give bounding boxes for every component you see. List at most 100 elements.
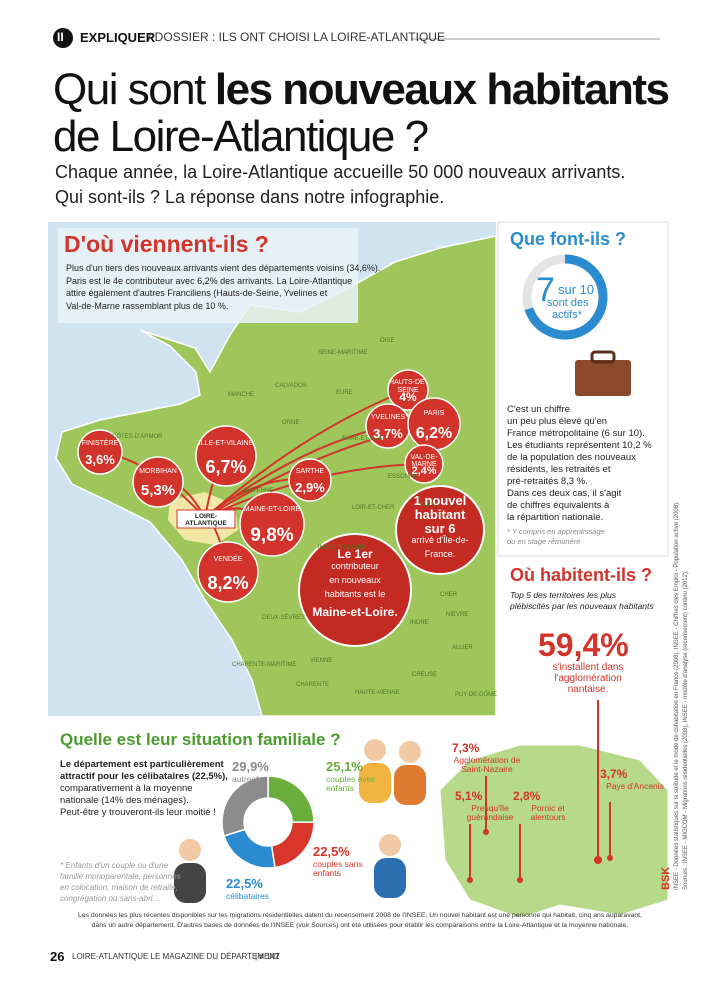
breadcrumb: / DOSSIER : ILS ONT CHOISI LA LOIRE-ATLA… bbox=[148, 30, 445, 44]
department-share: 3,6% bbox=[85, 452, 115, 468]
segment-value: 22,5% bbox=[226, 876, 263, 891]
paragraph-line: Peut-être y trouveront-ils leur moitié ! bbox=[60, 807, 216, 818]
department-name: ILLE-ET-VILAINE bbox=[198, 439, 254, 447]
map-label: CHER bbox=[440, 592, 458, 598]
map-label: CÔTES-D'ARMOR bbox=[112, 434, 163, 440]
segment-label: couples sans enfants bbox=[313, 859, 363, 879]
section-title: Quelle est leur situation familiale ? bbox=[60, 730, 341, 749]
flow-arrow bbox=[204, 389, 409, 519]
department-name: VENDÉE bbox=[213, 555, 243, 563]
home-label-box bbox=[176, 509, 236, 529]
territory-name: Agglomération de Saint-Nazaire bbox=[453, 755, 521, 775]
intro: Chaque année, la Loire-Atlantique accuei… bbox=[55, 162, 626, 182]
main-share: 59,4% bbox=[538, 627, 629, 663]
footnote-line: ou en stage rémunéré bbox=[507, 537, 581, 546]
map-label: SEINE-MARITIME bbox=[318, 350, 368, 356]
department-name: HAUTS-DE-SEINE bbox=[388, 379, 428, 394]
highlight-line: habitants est le bbox=[324, 589, 386, 599]
map-label: CALVADOS bbox=[275, 383, 307, 389]
department-name: VAL-DE-MARNE bbox=[410, 453, 438, 469]
paragraph-line: résidents, les retraités et bbox=[507, 464, 611, 475]
paragraph-line: France métropolitaine (6 sur 10). bbox=[507, 428, 645, 439]
map-label: OISE bbox=[380, 338, 395, 344]
department-share: 5,3% bbox=[140, 482, 176, 500]
pin-head bbox=[467, 877, 473, 883]
magazine-name: LOIRE-ATLANTIQUE LE MAGAZINE DU DÉPARTEM… bbox=[72, 952, 281, 961]
gauge-caption: sont des bbox=[547, 297, 589, 309]
footnote-line: * Enfants d'un couple ou d'une bbox=[60, 861, 169, 870]
subtitle-line: plébiscités par les nouveaux habitants bbox=[510, 601, 654, 611]
section-title: Où habitent-ils ? bbox=[510, 565, 652, 585]
person-body bbox=[359, 763, 391, 803]
headline: Qui sont les nouveaux habitants bbox=[53, 65, 670, 114]
gauge-caption: actifs* bbox=[552, 309, 582, 321]
paragraph-line: comparativement à la moyenne bbox=[60, 783, 193, 794]
map-label: ESSONNE bbox=[388, 474, 418, 480]
person-body bbox=[394, 765, 426, 805]
main-text: s'installent dans bbox=[552, 662, 624, 673]
pin-head bbox=[517, 877, 523, 883]
map-label: MAYENNE bbox=[244, 488, 274, 494]
department-bubble bbox=[404, 444, 444, 484]
briefcase-handle bbox=[590, 350, 616, 364]
footnote-line: congrégation ou sans-abri… bbox=[60, 894, 161, 903]
subtitle-line: Top 5 des territoires les plus bbox=[510, 590, 616, 600]
pin-head bbox=[483, 829, 489, 835]
map-label: LOIR-ET-CHER bbox=[352, 505, 395, 511]
highlight-line: habitant bbox=[414, 507, 466, 522]
person-body bbox=[174, 863, 206, 903]
gauge-value: 7 bbox=[536, 271, 555, 309]
paragraph-line: nationale (14% des ménages). bbox=[60, 795, 189, 806]
territory-share: 5,1% bbox=[455, 789, 483, 803]
intro: Qui sont-ils ? La réponse dans notre inf… bbox=[55, 187, 445, 207]
paragraph-line: Val-de-Marne rassemblant plus de 10 %. bbox=[66, 300, 229, 311]
highlight-bubble bbox=[395, 485, 485, 575]
department-name: MAINE-ET-LOIRE bbox=[243, 506, 301, 514]
map-label: CHARENTE-MARITIME bbox=[232, 662, 297, 668]
person-body bbox=[374, 858, 406, 898]
paragraph-line: Dans ces deux cas, il s'agit bbox=[507, 488, 622, 499]
map-label: CREUSE bbox=[412, 672, 438, 678]
map-label: ORNE bbox=[282, 420, 300, 426]
map-label: PUY-DE-DÔME bbox=[455, 692, 498, 698]
paragraph-line: Paris est le 4e contributeur avec 6,2% d… bbox=[66, 275, 353, 286]
department-bubble bbox=[77, 429, 123, 475]
map-label: EURE bbox=[336, 390, 353, 396]
department-share: 8,2% bbox=[207, 572, 249, 593]
sources-line: Sources : INSEE - MIGCOM - Migrations ré… bbox=[683, 570, 689, 890]
territory-name: Pornic et alentours bbox=[530, 803, 566, 823]
department-share: 3,7% bbox=[373, 426, 403, 442]
main-text: nantaise. bbox=[567, 684, 609, 695]
department-share: 4% bbox=[399, 390, 417, 404]
local-map bbox=[439, 744, 669, 919]
section-label: EXPLIQUER bbox=[80, 30, 156, 45]
paragraph-line: un peu plus élevé qu'en bbox=[507, 416, 608, 427]
section-badge bbox=[53, 28, 73, 48]
highlight-line: sur 6 bbox=[424, 521, 456, 536]
department-share: 2,4% bbox=[411, 464, 437, 477]
highlight-line: arrivé d'Île-de- bbox=[411, 535, 469, 545]
paragraph-line: attire également d'autres Franciliens (H… bbox=[66, 288, 328, 298]
department-bubble bbox=[239, 491, 305, 557]
paragraph-line: pré-retraités 8,3 %. bbox=[507, 476, 588, 487]
department-share: 2,9% bbox=[295, 480, 325, 496]
headline-regular: Qui sont bbox=[53, 65, 206, 114]
highlight-line: Le 1er bbox=[337, 547, 373, 561]
briefcase bbox=[575, 360, 631, 396]
map-label: EURE-ET-LOIR bbox=[342, 436, 385, 442]
footnote-line: * Y compris en apprentissage bbox=[507, 527, 605, 536]
person-head bbox=[379, 834, 401, 856]
territory-share: 7,3% bbox=[452, 741, 480, 755]
department-name: YVELINES bbox=[370, 413, 406, 421]
department-share: 9,8% bbox=[250, 524, 294, 546]
person-head bbox=[399, 741, 421, 763]
department-name: MORBIHAN bbox=[139, 468, 177, 476]
department-bubble bbox=[288, 458, 332, 502]
department-name: FINISTÈRE bbox=[81, 439, 119, 447]
map-label: VIENNE bbox=[310, 658, 333, 664]
map-label: LOIRET bbox=[418, 502, 440, 508]
highlight-line: en nouveaux bbox=[329, 575, 381, 585]
highlight-line: France. bbox=[424, 549, 456, 559]
department-bubble bbox=[387, 369, 429, 411]
